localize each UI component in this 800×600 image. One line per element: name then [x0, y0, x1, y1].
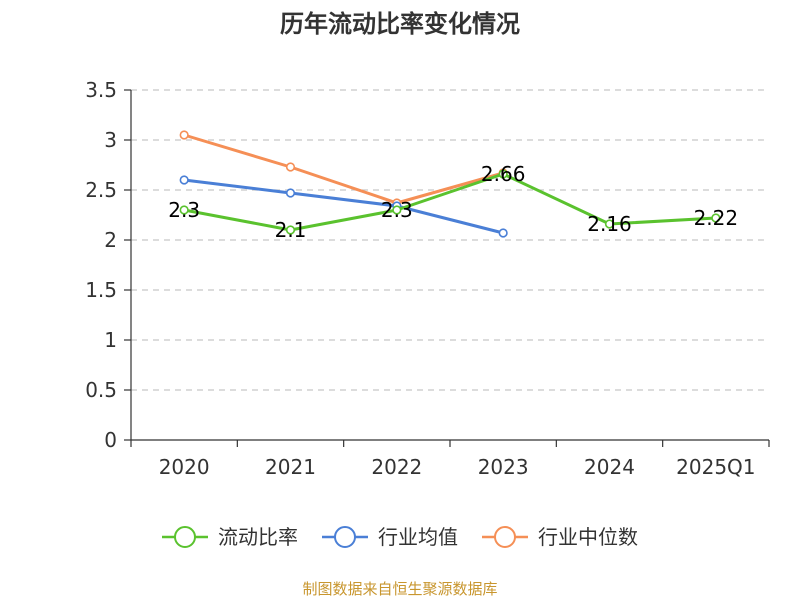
- y-tick-label: 3.5: [85, 78, 117, 102]
- data-point: [179, 175, 189, 185]
- legend-item-0: 流动比率: [162, 525, 298, 549]
- y-tick-label: 1.5: [85, 278, 117, 302]
- series-lines: [179, 130, 721, 238]
- data-point: [285, 188, 296, 198]
- legend-marker: [174, 526, 196, 548]
- legend-item-2: 行业中位数: [482, 525, 638, 549]
- data-label: 2.3: [381, 198, 413, 222]
- y-tick-label: 0.5: [85, 378, 117, 402]
- y-tick-label: 1: [104, 328, 117, 352]
- axes: 0 0.5 1 1.5 2 2.5 3 3.5 2020 2021 2022 2023 2024 2025…: [85, 78, 770, 479]
- data-point: [179, 130, 189, 140]
- data-point: [711, 213, 721, 223]
- data-label: 2.22: [694, 206, 739, 230]
- y-tick-label: 2: [104, 228, 117, 252]
- x-tick-label: 2023: [478, 455, 529, 479]
- legend-label: 行业中位数: [538, 525, 638, 549]
- x-tick-label: 2020: [159, 455, 210, 479]
- data-label: 2.16: [587, 212, 632, 236]
- x-tick-label: 2021: [265, 455, 316, 479]
- data-point: [285, 162, 296, 172]
- data-label: 2.1: [275, 218, 307, 242]
- series-line-2: [182, 133, 505, 205]
- x-tick-label: 2025Q1: [676, 455, 755, 479]
- x-tick-label: 2024: [584, 455, 635, 479]
- data-point: [498, 228, 508, 238]
- legend-marker: [494, 526, 516, 548]
- chart-title: 历年流动比率变化情况: [280, 10, 520, 38]
- y-tick-label: 2.5: [85, 178, 117, 202]
- legend-marker: [334, 526, 356, 548]
- data-point: [285, 225, 296, 235]
- data-point: [498, 169, 508, 179]
- y-tick-label: 0: [104, 428, 117, 452]
- series-line-1: [182, 178, 505, 235]
- legend: 流动比率 行业均值 行业中位数: [162, 525, 638, 549]
- data-point: [392, 205, 402, 215]
- legend-label: 行业均值: [378, 525, 458, 549]
- y-tick-label: 3: [104, 128, 117, 152]
- x-tick-label: 2022: [371, 455, 422, 479]
- data-labels: 2.3 2.1 2.3 2.66 2.16 2.22: [168, 162, 738, 242]
- source-note: 制图数据来自恒生聚源数据库: [302, 580, 497, 598]
- grid-lines: [131, 89, 769, 391]
- series-line-0: [182, 172, 718, 232]
- legend-item-1: 行业均值: [322, 525, 458, 549]
- legend-label: 流动比率: [218, 525, 298, 549]
- data-point: [604, 219, 615, 229]
- data-point: [179, 205, 189, 215]
- data-label: 2.3: [168, 198, 200, 222]
- data-label: 2.66: [481, 162, 526, 186]
